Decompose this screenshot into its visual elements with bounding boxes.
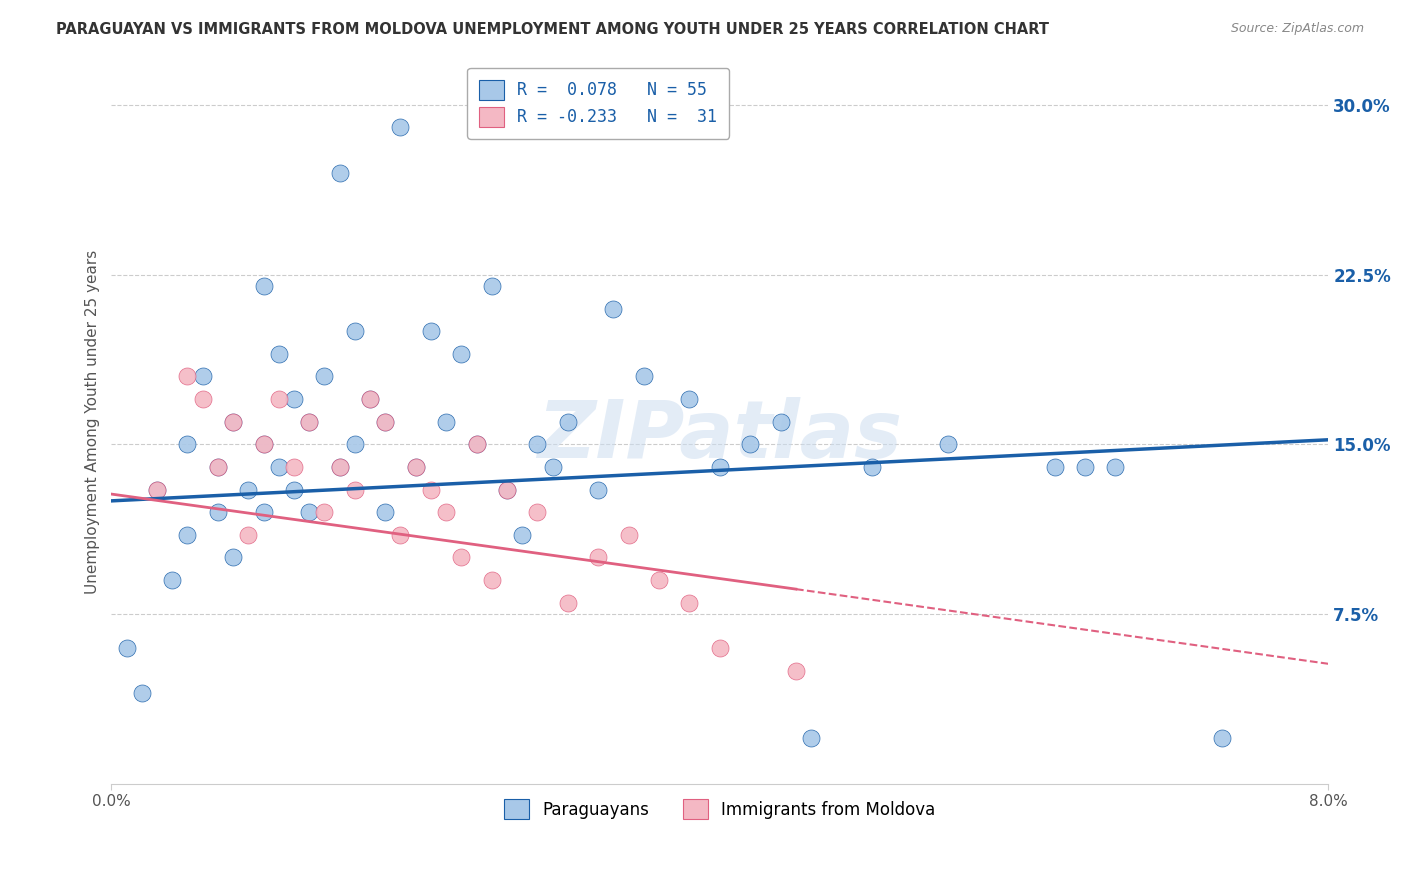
Point: [496, 483, 519, 497]
Point: [298, 415, 321, 429]
Point: [176, 369, 198, 384]
Point: [252, 437, 274, 451]
Point: [405, 459, 427, 474]
Point: [238, 528, 260, 542]
Point: [283, 459, 305, 474]
Point: [450, 347, 472, 361]
Point: [678, 392, 700, 406]
Point: [434, 505, 457, 519]
Point: [1043, 459, 1066, 474]
Point: [709, 640, 731, 655]
Point: [343, 483, 366, 497]
Point: [115, 640, 138, 655]
Point: [252, 505, 274, 519]
Point: [191, 392, 214, 406]
Point: [191, 369, 214, 384]
Point: [936, 437, 959, 451]
Point: [389, 528, 412, 542]
Point: [329, 459, 352, 474]
Point: [526, 437, 548, 451]
Point: [314, 505, 336, 519]
Point: [267, 392, 290, 406]
Point: [374, 505, 396, 519]
Point: [740, 437, 762, 451]
Point: [1104, 459, 1126, 474]
Point: [374, 415, 396, 429]
Point: [207, 459, 229, 474]
Point: [769, 415, 792, 429]
Point: [283, 483, 305, 497]
Point: [860, 459, 883, 474]
Point: [481, 279, 503, 293]
Text: ZIPatlas: ZIPatlas: [537, 397, 903, 475]
Point: [146, 483, 169, 497]
Point: [207, 459, 229, 474]
Point: [678, 596, 700, 610]
Point: [709, 459, 731, 474]
Point: [617, 528, 640, 542]
Point: [252, 279, 274, 293]
Point: [785, 664, 807, 678]
Point: [374, 415, 396, 429]
Point: [1074, 459, 1097, 474]
Y-axis label: Unemployment Among Youth under 25 years: Unemployment Among Youth under 25 years: [86, 250, 100, 594]
Point: [510, 528, 533, 542]
Point: [329, 166, 352, 180]
Point: [648, 573, 671, 587]
Point: [298, 415, 321, 429]
Point: [557, 596, 579, 610]
Point: [481, 573, 503, 587]
Point: [314, 369, 336, 384]
Point: [222, 550, 245, 565]
Point: [419, 324, 441, 338]
Point: [800, 731, 823, 746]
Point: [343, 437, 366, 451]
Point: [465, 437, 488, 451]
Point: [541, 459, 564, 474]
Point: [586, 550, 609, 565]
Text: PARAGUAYAN VS IMMIGRANTS FROM MOLDOVA UNEMPLOYMENT AMONG YOUTH UNDER 25 YEARS CO: PARAGUAYAN VS IMMIGRANTS FROM MOLDOVA UN…: [56, 22, 1049, 37]
Legend: Paraguayans, Immigrants from Moldova: Paraguayans, Immigrants from Moldova: [498, 792, 942, 826]
Point: [267, 347, 290, 361]
Point: [222, 415, 245, 429]
Point: [419, 483, 441, 497]
Point: [146, 483, 169, 497]
Point: [434, 415, 457, 429]
Point: [405, 459, 427, 474]
Point: [176, 528, 198, 542]
Point: [586, 483, 609, 497]
Point: [633, 369, 655, 384]
Point: [162, 573, 184, 587]
Point: [602, 301, 624, 316]
Point: [222, 415, 245, 429]
Point: [526, 505, 548, 519]
Point: [252, 437, 274, 451]
Point: [389, 120, 412, 135]
Text: Source: ZipAtlas.com: Source: ZipAtlas.com: [1230, 22, 1364, 36]
Point: [359, 392, 381, 406]
Point: [283, 392, 305, 406]
Point: [465, 437, 488, 451]
Point: [496, 483, 519, 497]
Point: [329, 459, 352, 474]
Point: [298, 505, 321, 519]
Point: [267, 459, 290, 474]
Point: [131, 686, 153, 700]
Point: [450, 550, 472, 565]
Point: [557, 415, 579, 429]
Point: [1211, 731, 1233, 746]
Point: [359, 392, 381, 406]
Point: [238, 483, 260, 497]
Point: [343, 324, 366, 338]
Point: [176, 437, 198, 451]
Point: [207, 505, 229, 519]
